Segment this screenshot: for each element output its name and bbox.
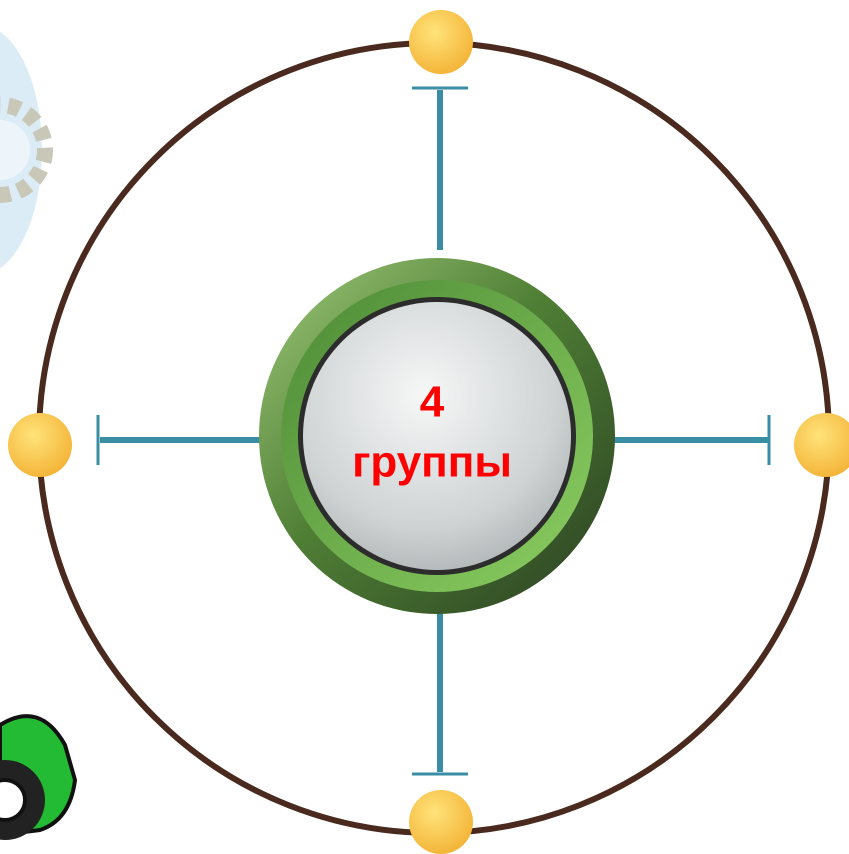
gear-decoration [0,25,45,275]
center-button: 4 группы [259,258,615,614]
center-label: группы [352,438,512,487]
center-number: 4 [420,378,445,427]
car-decoration [0,716,75,840]
page: 4 группы (() => { const data = JSON.pars… [0,0,849,854]
diagram: 4 группы [0,0,849,854]
